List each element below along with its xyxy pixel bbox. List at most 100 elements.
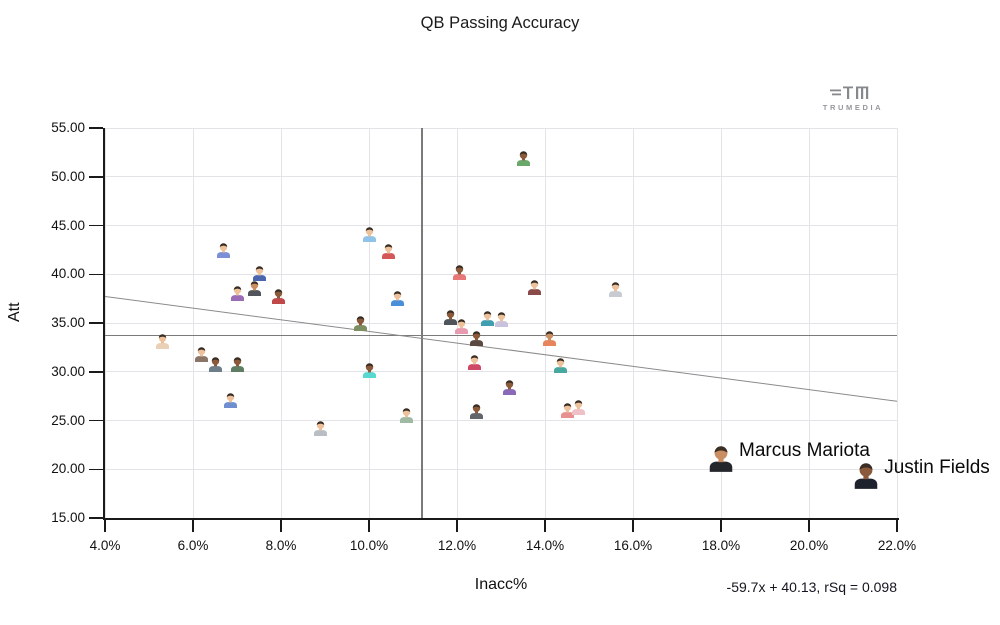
player-point[interactable] xyxy=(353,315,368,331)
gridline-horizontal xyxy=(105,420,897,421)
player-headshot-icon xyxy=(230,285,244,301)
player-point[interactable] xyxy=(467,354,482,370)
player-headshot-icon xyxy=(608,282,622,297)
player-point[interactable] xyxy=(494,311,509,328)
player-point[interactable] xyxy=(454,318,469,334)
player-name-label: Marcus Mariota xyxy=(739,439,870,461)
x-axis-tick-label: 8.0% xyxy=(265,538,297,553)
x-axis-tick xyxy=(808,520,810,532)
player-point[interactable] xyxy=(560,402,575,418)
player-point[interactable] xyxy=(216,242,231,258)
player-headshot-icon xyxy=(452,265,466,281)
player-point[interactable] xyxy=(480,310,495,327)
player-point[interactable] xyxy=(553,357,568,373)
x-axis-tick xyxy=(456,520,458,532)
x-axis-tick xyxy=(104,520,106,532)
y-axis-tick-label: 55.00 xyxy=(51,120,85,135)
player-point[interactable] xyxy=(443,309,458,326)
x-axis-title: Inacc% xyxy=(474,576,528,593)
player-headshot-icon xyxy=(494,312,508,328)
x-axis-tick xyxy=(280,520,282,532)
trumedia-logo: TRUMEDIA xyxy=(818,85,888,112)
player-point[interactable] xyxy=(571,399,586,415)
y-axis-line xyxy=(103,128,105,520)
player-headshot-icon xyxy=(195,347,209,363)
y-axis-tick xyxy=(89,224,103,227)
player-point[interactable] xyxy=(230,356,245,372)
y-axis-tick xyxy=(89,127,103,129)
player-point[interactable] xyxy=(542,330,557,346)
player-headshot-icon xyxy=(272,288,286,304)
y-axis-tick xyxy=(89,419,103,422)
gridline-vertical xyxy=(896,128,898,518)
player-headshot-icon xyxy=(503,380,517,396)
player-point[interactable] xyxy=(469,403,484,419)
player-point[interactable] xyxy=(502,379,517,396)
player-headshot-icon xyxy=(230,357,244,372)
player-point[interactable] xyxy=(271,288,286,304)
x-axis-tick-label: 4.0% xyxy=(89,538,121,553)
gridline-horizontal xyxy=(105,371,897,373)
player-point[interactable] xyxy=(223,392,238,409)
y-axis-tick-label: 30.00 xyxy=(51,363,85,379)
player-point[interactable] xyxy=(247,280,262,296)
x-axis-tick xyxy=(368,520,370,532)
gridline-horizontal xyxy=(105,225,897,226)
x-axis-tick-label: 10.0% xyxy=(349,538,389,553)
player-point[interactable] xyxy=(381,243,396,259)
x-axis-tick-label: 22.0% xyxy=(877,538,917,553)
player-point[interactable] xyxy=(399,407,414,423)
player-point[interactable] xyxy=(527,279,542,295)
player-headshot-icon xyxy=(560,402,574,418)
player-point-labeled[interactable]: Marcus Mariota xyxy=(708,440,870,472)
player-point[interactable] xyxy=(155,333,170,349)
player-point[interactable] xyxy=(452,264,467,281)
player-headshot-icon xyxy=(454,319,468,334)
player-headshot-icon xyxy=(443,310,457,326)
player-point[interactable] xyxy=(362,362,377,378)
player-point[interactable] xyxy=(516,150,531,167)
y-axis-tick-label: 20.00 xyxy=(51,461,85,477)
x-axis-tick-label: 16.0% xyxy=(613,538,653,553)
player-headshot-icon xyxy=(399,407,413,423)
player-headshot-icon xyxy=(223,393,237,409)
player-point-labeled[interactable]: Justin Fields xyxy=(853,457,990,489)
chart-title: QB Passing Accuracy xyxy=(420,14,580,32)
player-point[interactable] xyxy=(469,330,484,346)
player-headshot-icon xyxy=(208,357,222,372)
y-axis-tick-label: 45.00 xyxy=(51,217,85,233)
gridline-horizontal xyxy=(105,176,897,178)
trumedia-logo-text: TRUMEDIA xyxy=(822,103,884,112)
player-point[interactable] xyxy=(208,356,223,372)
x-axis-tick xyxy=(720,520,722,532)
player-headshot-icon xyxy=(470,330,484,346)
player-headshot-icon xyxy=(391,290,405,306)
player-headshot-icon xyxy=(854,463,878,489)
player-point[interactable] xyxy=(194,346,209,363)
x-axis-tick-label: 18.0% xyxy=(701,538,741,553)
trend-equation: -59.7x + 40.13, rSq = 0.098 xyxy=(726,579,897,595)
player-headshot-icon xyxy=(470,403,484,419)
player-point[interactable] xyxy=(313,420,328,437)
player-headshot-icon xyxy=(155,333,169,349)
y-axis-tick xyxy=(89,517,103,519)
player-point[interactable] xyxy=(252,265,267,282)
player-point[interactable] xyxy=(608,281,623,297)
player-headshot-icon xyxy=(553,358,567,373)
player-headshot-icon xyxy=(362,227,376,243)
player-headshot-icon xyxy=(571,400,585,415)
player-headshot-icon xyxy=(382,244,396,259)
player-headshot-icon xyxy=(468,355,482,370)
player-point[interactable] xyxy=(390,290,405,306)
y-axis-tick-label: 50.00 xyxy=(51,168,85,184)
player-point[interactable] xyxy=(230,285,245,301)
player-headshot-icon xyxy=(353,316,367,331)
y-axis-tick-label: 40.00 xyxy=(51,266,85,282)
player-point[interactable] xyxy=(362,226,377,243)
player-headshot-icon xyxy=(248,281,262,296)
x-axis-tick-label: 12.0% xyxy=(437,538,477,553)
x-axis-tick-label: 20.0% xyxy=(789,538,829,553)
x-axis-tick-label: 6.0% xyxy=(177,538,209,553)
y-axis-tick xyxy=(89,468,103,470)
